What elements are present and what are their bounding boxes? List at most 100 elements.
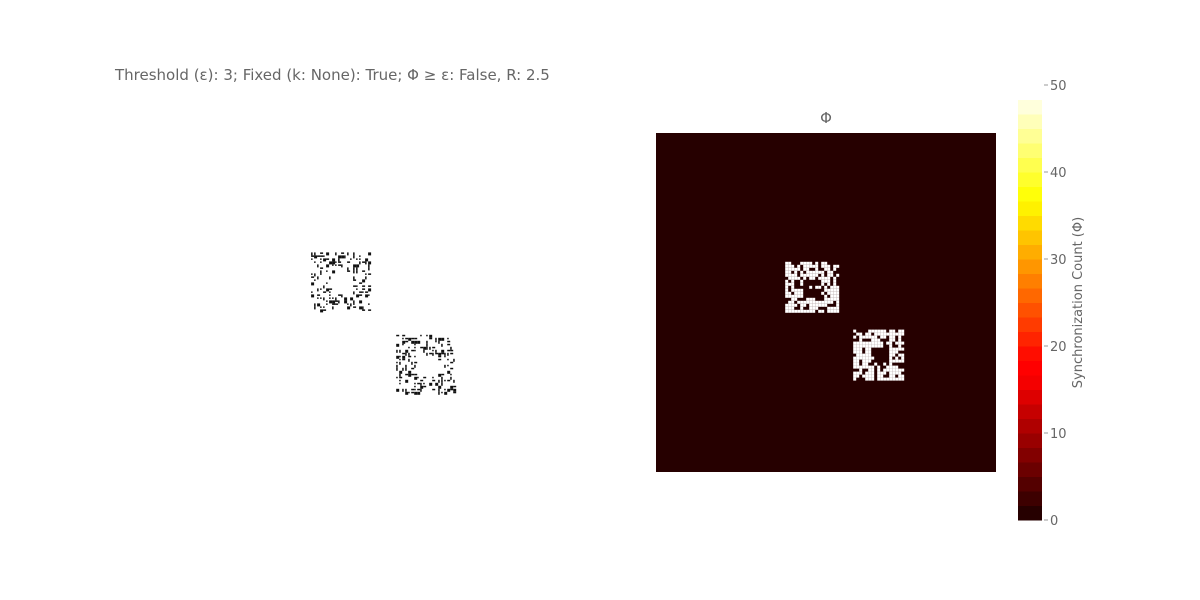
colorbar-segment (1018, 491, 1042, 506)
right-ring-cell (797, 300, 801, 304)
right-ring-cell (883, 332, 887, 336)
left-edge-pixel (353, 255, 355, 259)
colorbar-tick-label: 30 (1050, 253, 1067, 268)
left-edge-pixel (417, 388, 421, 391)
right-ring-cell (788, 300, 792, 304)
colorbar-tick-label: 50 (1050, 79, 1067, 94)
left-edge-pixel (353, 291, 355, 295)
left-edge-pixel (444, 352, 446, 356)
left-edge-pixel (414, 376, 418, 380)
right-ring-cell (880, 329, 884, 333)
right-ring-cell (785, 288, 789, 292)
right-ring-cell (880, 341, 884, 345)
right-ring-cell (895, 356, 899, 360)
right-ring-cell (815, 273, 819, 277)
left-edge-pixel (408, 370, 412, 374)
right-ring-cell (880, 374, 884, 378)
colorbar-segment (1018, 505, 1042, 521)
right-ring-cell (806, 297, 810, 301)
right-ring-cell (806, 273, 810, 277)
right-ring-cell (800, 282, 804, 286)
right-ring-cell (859, 368, 863, 372)
right-ring-cell (800, 309, 804, 313)
left-edge-pixel (353, 276, 355, 280)
right-ring-cell (830, 291, 834, 295)
left-edge-pixel (323, 297, 325, 301)
left-edge-pixel (332, 306, 334, 310)
left-edge-pixel (314, 255, 318, 259)
left-edge-pixel (420, 334, 422, 337)
left-edge-pixel (359, 282, 363, 284)
left-edge-pixel (317, 288, 319, 292)
left-edge-pixel (423, 382, 425, 385)
left-edge-pixel (399, 358, 401, 361)
colorbar-segment (1018, 389, 1042, 405)
right-ring-cell (797, 264, 801, 268)
right-ring-cell (898, 353, 902, 357)
left-edge-pixel (350, 297, 354, 301)
right-ring-cell (824, 279, 828, 283)
left-edge-pixel (414, 364, 416, 368)
right-ring-cell (862, 344, 866, 348)
left-edge-pixel (399, 355, 401, 358)
left-edge-pixel (411, 337, 415, 340)
right-ring-cell (827, 300, 831, 304)
right-ring-cell (871, 365, 875, 369)
colorbar-tick-label: 0 (1050, 514, 1058, 529)
right-ring-cell (818, 276, 822, 280)
right-ring-cell (800, 270, 804, 274)
right-ring-cell (859, 338, 863, 342)
right-ring-cell (815, 285, 819, 289)
right-ring-cell (812, 276, 816, 280)
right-ring-cell (800, 273, 804, 277)
right-ring-cell (874, 338, 878, 342)
colorbar-segment (1018, 360, 1042, 376)
right-ring-cell (785, 279, 789, 283)
right-ring-cell (836, 303, 840, 307)
left-edge-pixel (353, 285, 357, 287)
right-ring-cell (800, 300, 804, 304)
left-edge-pixel (368, 267, 370, 271)
left-edge-pixel (326, 288, 330, 292)
right-ring-cell (856, 371, 860, 375)
right-ring-cell (880, 332, 884, 336)
left-edge-pixel (432, 352, 434, 356)
left-edge-pixel (344, 297, 348, 301)
right-ring-cell (797, 267, 801, 271)
right-ring-cell (853, 344, 857, 348)
right-ring-cell (836, 309, 840, 313)
left-edge-pixel (420, 382, 422, 386)
right-ring-cell (833, 279, 837, 283)
left-edge-pixel (447, 370, 451, 374)
colorbar-segment (1018, 273, 1042, 289)
right-ring-cell (901, 377, 905, 381)
left-edge-pixel (450, 346, 452, 350)
right-ring-cell (886, 365, 890, 369)
right-ring-cell (794, 273, 798, 277)
right-ring-cell (856, 362, 860, 366)
left-edge-pixel (435, 382, 439, 386)
left-heatmap-plot (311, 252, 457, 395)
right-ring-cell (853, 350, 857, 354)
right-ring-cell (806, 267, 810, 271)
right-ring-cell (895, 350, 899, 354)
colorbar-segment (1018, 128, 1042, 144)
left-edge-pixel (362, 285, 366, 287)
right-ring-cell (818, 300, 822, 304)
left-edge-pixel (408, 391, 410, 394)
right-ring-cell (821, 276, 825, 280)
left-edge-pixel (408, 352, 410, 356)
right-ring-cell (901, 341, 905, 345)
right-ring-cell (827, 264, 831, 268)
right-ring-cell (883, 335, 887, 339)
right-ring-cell (889, 332, 893, 336)
left-edge-pixel (411, 340, 415, 344)
right-ring-cell (865, 356, 869, 360)
right-ring-cell (868, 359, 872, 363)
right-ring-cell (880, 335, 884, 339)
right-ring-cell (788, 303, 792, 307)
right-ring-cell (901, 374, 905, 378)
right-ring-cell (868, 350, 872, 354)
right-ring-cell (883, 368, 887, 372)
left-edge-pixel (414, 388, 416, 391)
